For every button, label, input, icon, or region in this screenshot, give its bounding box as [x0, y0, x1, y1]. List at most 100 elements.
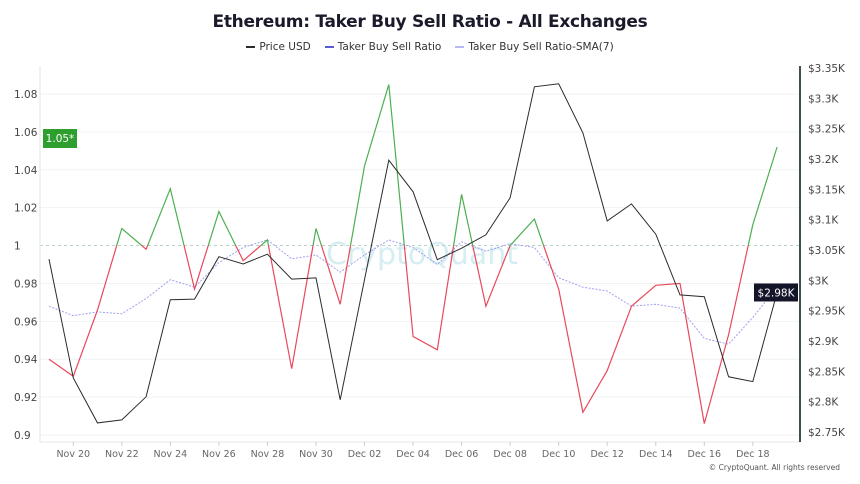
sma-point — [314, 254, 317, 257]
ratio-point — [654, 284, 657, 287]
ratio-point — [72, 375, 75, 378]
ratio-point — [436, 348, 439, 351]
ratio-point — [484, 305, 487, 308]
y-right-tick-label: $3.15K — [808, 184, 846, 196]
x-tick-label: Dec 14 — [639, 449, 673, 460]
sma-point — [484, 250, 487, 253]
sma-point — [96, 310, 99, 313]
sma-line — [48, 239, 778, 345]
ratio-point — [727, 333, 730, 336]
ratio-point — [290, 367, 293, 370]
price-point — [727, 375, 730, 378]
x-tick-label: Nov 30 — [299, 449, 333, 460]
y-right-tick-label: $3.1K — [808, 215, 839, 227]
price-point — [751, 380, 754, 383]
x-tick-label: Dec 04 — [396, 449, 430, 460]
y-left-tick-label: 1.04 — [14, 165, 38, 177]
sma-point — [460, 240, 463, 243]
ratio-swatch — [324, 46, 334, 48]
x-tick-label: Dec 02 — [348, 449, 382, 460]
ratio-point — [679, 282, 682, 285]
y-right-tick-label: $2.8K — [808, 397, 839, 409]
ratio-point — [169, 187, 172, 190]
ratio-point — [581, 411, 584, 414]
x-tick-label: Dec 18 — [736, 449, 770, 460]
ratio-point — [606, 369, 609, 372]
x-tick-label: Nov 20 — [56, 449, 90, 460]
legend-item-ratio[interactable]: Taker Buy Sell Ratio — [324, 41, 441, 53]
x-tick-label: Dec 10 — [542, 449, 576, 460]
y-left-tick-label: 1.08 — [14, 89, 37, 101]
y-left-tick-label: 0.92 — [14, 392, 37, 404]
sma-point — [606, 290, 609, 293]
sma-point — [703, 337, 706, 340]
ratio-point — [557, 288, 560, 291]
sma-point — [557, 276, 560, 279]
sma-point — [436, 263, 439, 266]
price-point — [557, 82, 560, 85]
ratio-point — [339, 303, 342, 306]
sma-swatch — [455, 46, 465, 48]
sma-point — [679, 307, 682, 310]
legend-item-price[interactable]: Price USD — [246, 41, 311, 53]
price-point — [703, 295, 706, 298]
ratio-point — [217, 210, 220, 213]
sma-point — [533, 246, 536, 249]
sma-point — [120, 312, 123, 315]
price-point — [266, 253, 269, 256]
price-point — [193, 298, 196, 301]
y-right-tick-label: $3.35K — [808, 63, 846, 75]
x-tick-label: Dec 08 — [493, 449, 527, 460]
price-point — [120, 418, 123, 421]
price-point — [314, 276, 317, 279]
price-line — [48, 83, 778, 424]
ratio-line-above-1 — [116, 84, 778, 246]
price-point — [581, 131, 584, 134]
price-point — [145, 395, 148, 398]
sma-point — [290, 257, 293, 260]
legend-item-sma[interactable]: Taker Buy Sell Ratio-SMA(7) — [455, 41, 614, 53]
sma-point — [169, 278, 172, 281]
legend-label: Price USD — [259, 41, 311, 53]
sma-point — [412, 246, 415, 249]
price-point — [96, 421, 99, 424]
price-point — [363, 278, 366, 281]
y-left-tick-label: 1 — [14, 241, 21, 253]
y-right-tick-label: $3K — [808, 275, 829, 287]
price-point — [387, 159, 390, 162]
y-right-tick-label: $3.3K — [808, 93, 839, 105]
y-left-tick-label: 1.02 — [14, 203, 37, 215]
ratio-point — [751, 223, 754, 226]
chart-title: Ethereum: Taker Buy Sell Ratio - All Exc… — [212, 12, 648, 32]
ratio-point — [242, 259, 245, 262]
price-point — [630, 202, 633, 205]
sma-point — [509, 242, 512, 245]
x-tick-label: Nov 26 — [202, 449, 236, 460]
y-left-tick-label: 0.9 — [14, 430, 31, 442]
ratio-line-below-1 — [48, 245, 749, 424]
ratio-point — [48, 358, 51, 361]
price-point — [533, 85, 536, 88]
y-left-tick-label: 1.06 — [14, 127, 38, 139]
x-tick-label: Dec 06 — [445, 449, 479, 460]
price-point — [169, 298, 172, 301]
y-right-tick-label: $3.2K — [808, 154, 839, 166]
sma-point — [145, 297, 148, 300]
x-tick-label: Dec 12 — [590, 449, 624, 460]
ratio-point — [776, 146, 779, 149]
price-point — [412, 190, 415, 193]
sma-point — [266, 238, 269, 241]
legend-label: Taker Buy Sell Ratio-SMA(7) — [468, 41, 614, 53]
price-point — [460, 247, 463, 250]
y-right-tick-label: $2.85K — [808, 366, 846, 378]
legend: Price USD Taker Buy Sell Ratio Taker Buy… — [0, 41, 860, 53]
price-point — [217, 255, 220, 258]
y-left-tick-label: 0.96 — [14, 316, 38, 328]
left-value-badge — [43, 129, 77, 148]
x-tick-label: Dec 16 — [688, 449, 722, 460]
sma-point — [72, 314, 75, 317]
ratio-point — [533, 218, 536, 221]
y-right-tick-label: $2.95K — [808, 306, 846, 318]
ratio-point — [412, 335, 415, 338]
